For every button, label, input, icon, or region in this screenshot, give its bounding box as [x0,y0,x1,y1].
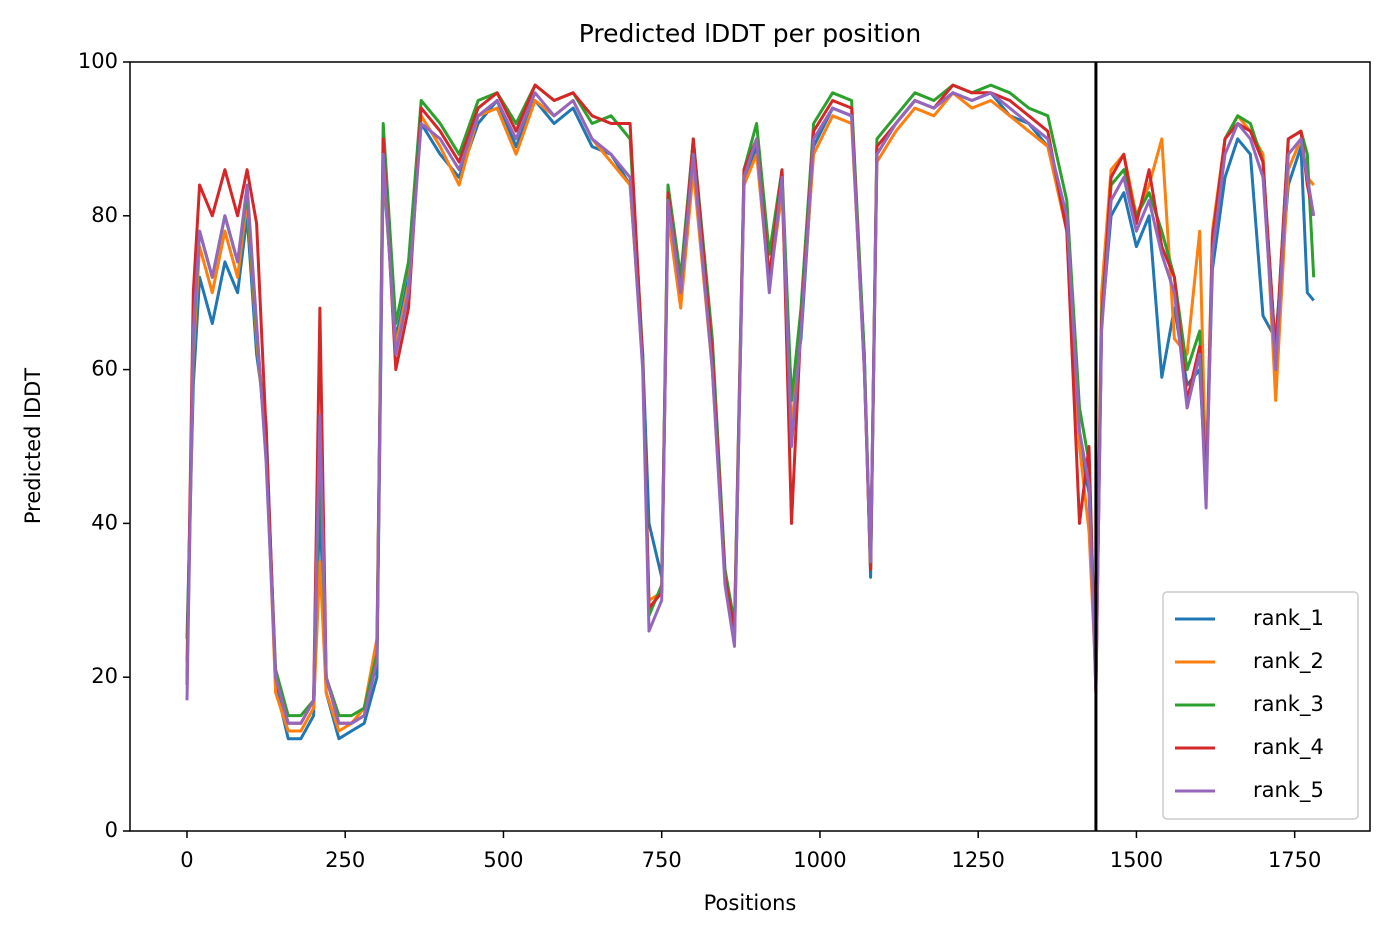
x-tick-label: 1000 [793,848,846,872]
y-tick-label: 20 [91,664,118,688]
series-line [185,91,1315,733]
legend-label: rank_3 [1253,692,1324,717]
x-tick-label: 1500 [1110,848,1163,872]
series-line [185,83,1316,725]
y-tick-label: 60 [91,357,118,381]
y-tick-label: 80 [91,203,118,227]
x-tick-label: 0 [180,848,193,872]
x-tick-label: 750 [642,848,682,872]
legend-label: rank_2 [1253,649,1324,674]
y-tick-label: 40 [91,510,118,534]
legend-label: rank_5 [1253,778,1324,803]
x-tick-label: 1750 [1268,848,1321,872]
series-line [185,83,1316,718]
plot-frame [129,61,1371,832]
legend-label: rank_4 [1253,735,1324,760]
chart-title: Predicted lDDT per position [579,19,921,48]
x-tick-label: 1250 [951,848,1004,872]
legend-box [1162,591,1359,820]
legend-label: rank_1 [1253,606,1324,631]
x-axis-label: Positions [704,891,797,915]
y-tick-label: 100 [78,49,118,73]
y-tick-label: 0 [105,818,118,842]
x-tick-label: 250 [325,848,365,872]
y-axis-label: Predicted lDDT [21,368,45,524]
x-tick-label: 500 [483,848,523,872]
series-line [185,91,1316,725]
